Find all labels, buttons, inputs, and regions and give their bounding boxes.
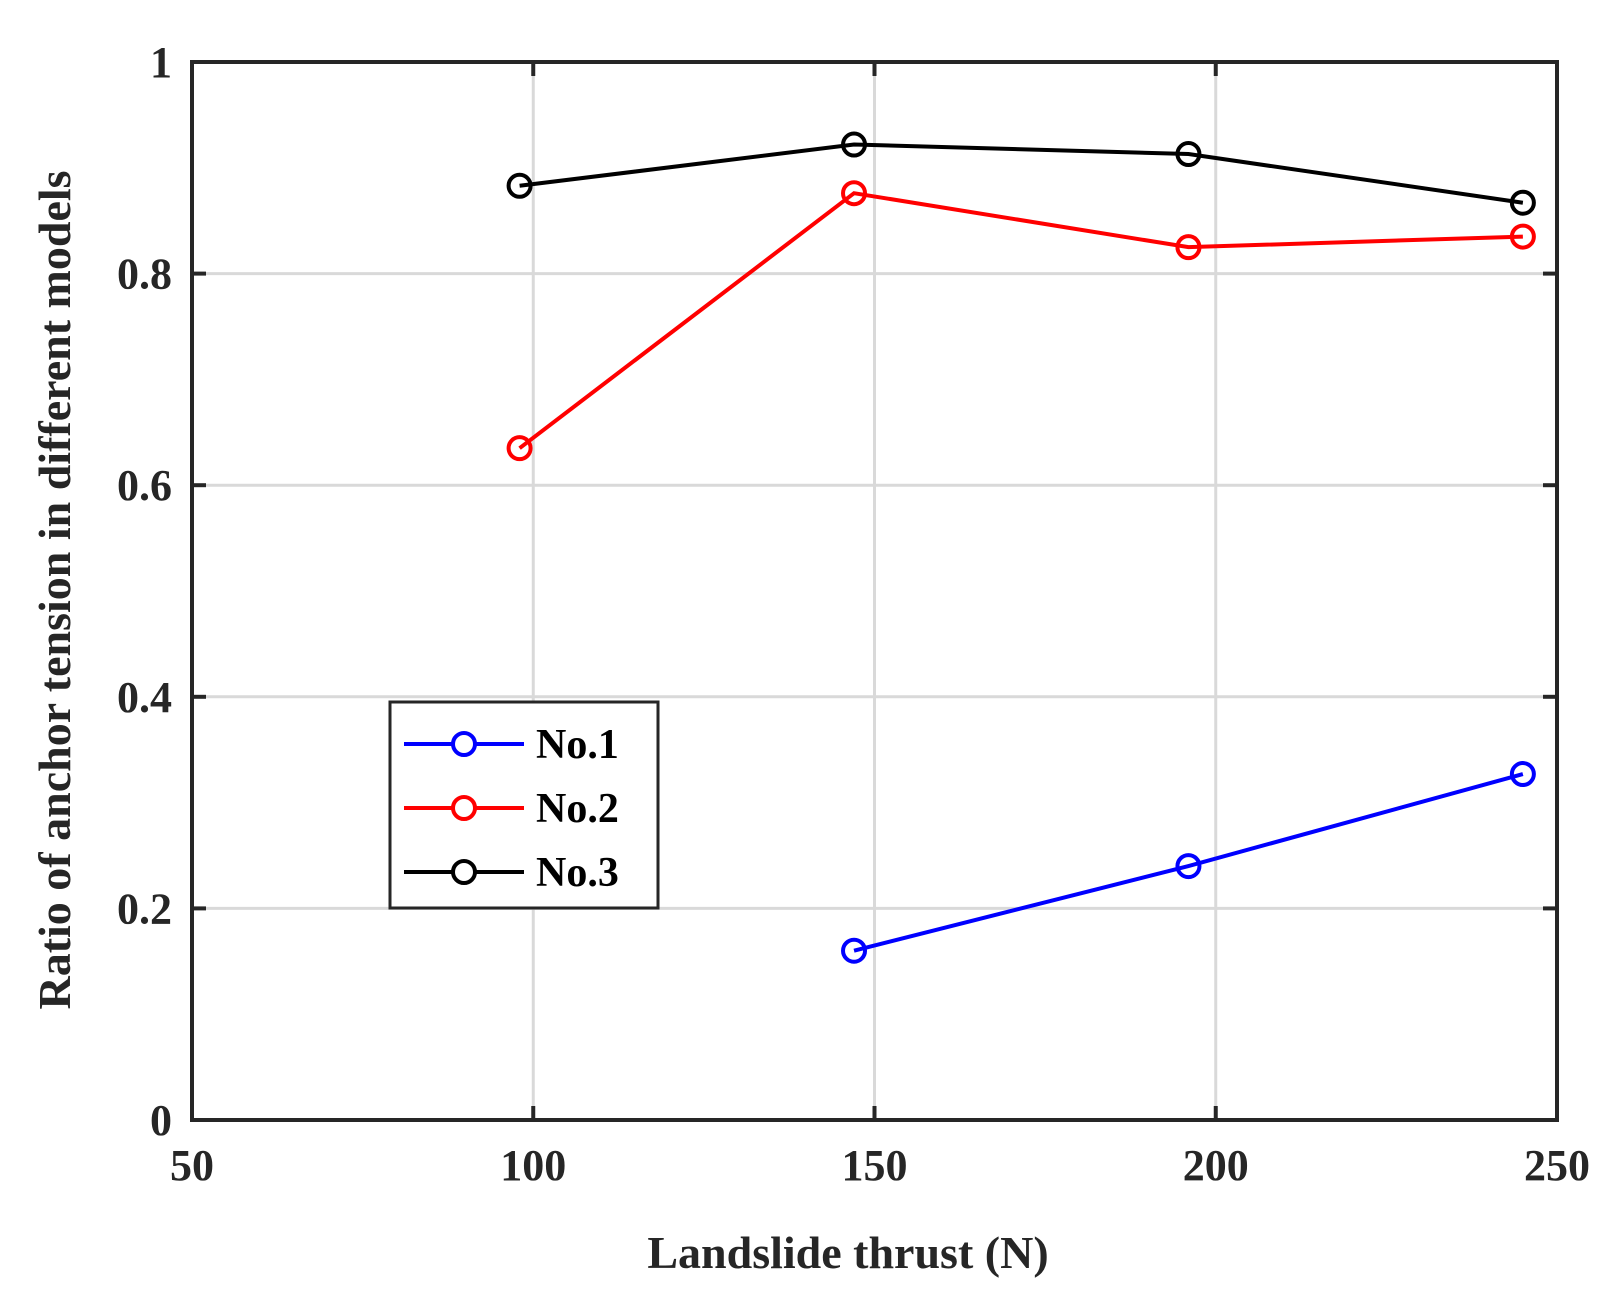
data-point-no-3	[506, 172, 533, 199]
legend-label-no-2: No.2	[536, 786, 619, 832]
series-line-no-1	[853, 772, 1524, 953]
data-point-no-2	[1175, 234, 1202, 261]
series-line-no-2	[518, 191, 1523, 450]
x-axis-label: Landslide thrust (N)	[647, 1227, 1048, 1278]
legend-label-no-1: No.1	[536, 722, 619, 768]
data-point-no-3	[1175, 141, 1202, 168]
legend-label-no-3: No.3	[536, 850, 619, 896]
data-point-no-1	[841, 937, 868, 964]
data-point-no-3	[841, 131, 868, 158]
y-tick-label: 0.2	[117, 884, 172, 933]
series-no-2	[506, 180, 1536, 462]
axis-ticks: 50 100 150 200 250 0 0.2 0.4 0.6 0.8 1	[117, 38, 1590, 1190]
x-tick-label: 200	[1183, 1141, 1249, 1190]
x-tick-label: 250	[1524, 1141, 1590, 1190]
x-tick-label: 100	[500, 1141, 566, 1190]
data-point-no-1	[1175, 853, 1202, 880]
legend-marker-no-3	[451, 859, 477, 885]
data-point-no-1	[1509, 761, 1536, 788]
y-tick-label: 0.6	[117, 461, 172, 510]
legend-marker-no-2	[451, 795, 477, 821]
y-tick-label: 1	[150, 38, 172, 87]
series-layer	[506, 131, 1536, 964]
legend: No.1 No.2 No.3	[388, 700, 660, 910]
x-tick-label: 150	[842, 1141, 908, 1190]
series-line-no-3	[519, 142, 1524, 205]
series-no-3	[506, 131, 1536, 216]
y-axis-label: Ratio of anchor tension in different mod…	[29, 170, 80, 1009]
data-point-no-2	[841, 180, 868, 207]
y-tick-label: 0.4	[117, 673, 172, 722]
data-point-no-2	[1509, 223, 1536, 250]
y-tick-label: 0.8	[117, 250, 172, 299]
y-tick-label: 0	[150, 1096, 172, 1145]
series-no-1	[841, 761, 1536, 964]
legend-marker-no-1	[451, 731, 477, 757]
data-point-no-2	[506, 435, 533, 462]
data-point-no-3	[1509, 189, 1536, 216]
x-tick-label: 50	[170, 1141, 214, 1190]
